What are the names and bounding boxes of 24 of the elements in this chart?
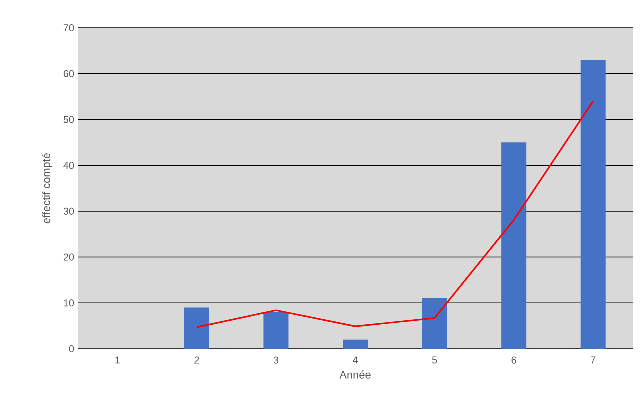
bar (184, 308, 210, 349)
bar (264, 312, 289, 349)
x-tick-label: 4 (352, 356, 358, 364)
bar (580, 60, 606, 349)
y-tick-label: 30 (64, 208, 74, 215)
line-series (196, 100, 594, 328)
y-tick-label: 70 (64, 24, 74, 32)
x-tick-label: 5 (432, 356, 438, 364)
y-tick-label: 50 (64, 116, 74, 124)
x-tick-label: 2 (194, 356, 200, 364)
y-tick-label: 40 (64, 162, 74, 170)
y-axis-title: effectif compté (42, 153, 53, 224)
y-tick-label: 0 (69, 345, 74, 353)
x-tick-label: 1 (116, 356, 120, 364)
y-tick-label: 20 (64, 254, 74, 261)
y-tick-label: 10 (64, 300, 74, 307)
x-tick-label: 6 (512, 356, 516, 364)
y-tick-label: 60 (64, 70, 74, 78)
bar (422, 298, 448, 349)
x-tick-label: 3 (274, 356, 279, 364)
x-tick-label: 7 (591, 356, 596, 364)
x-axis-title: Année (340, 370, 371, 379)
bar (343, 340, 368, 349)
bar (502, 142, 527, 349)
